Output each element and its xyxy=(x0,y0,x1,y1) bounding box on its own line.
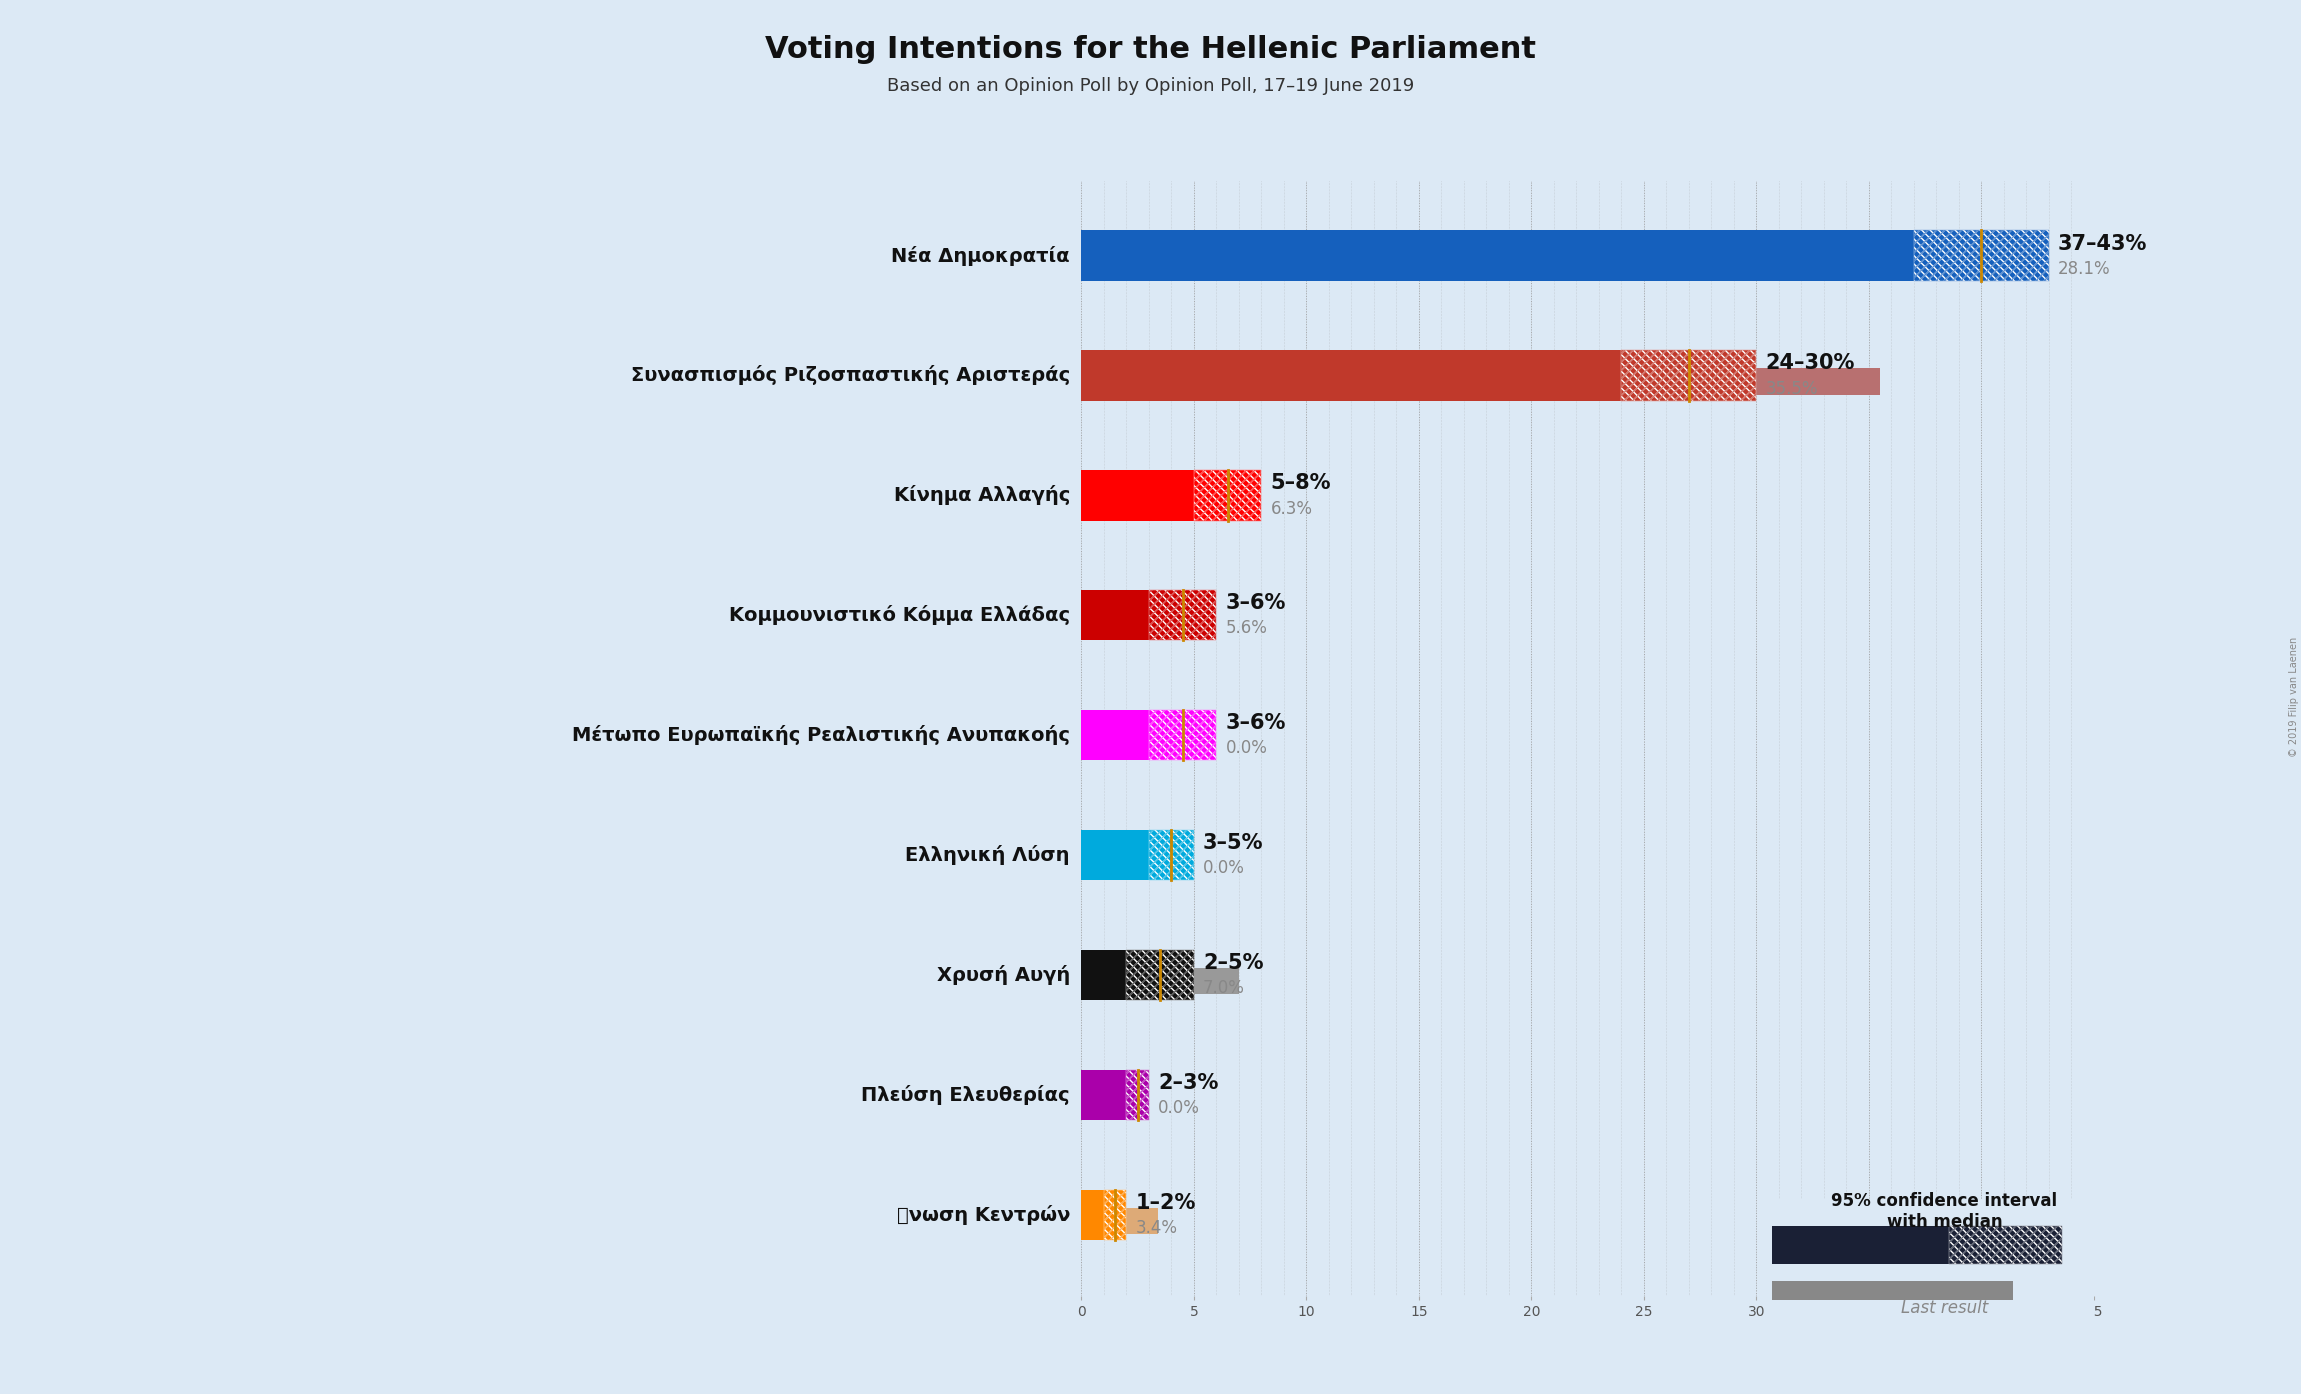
Text: 3–6%: 3–6% xyxy=(1226,714,1286,733)
Text: 28.1%: 28.1% xyxy=(2057,259,2110,277)
Text: © 2019 Filip van Laenen: © 2019 Filip van Laenen xyxy=(2289,637,2299,757)
Bar xyxy=(1148,590,1217,640)
Text: 6.3%: 6.3% xyxy=(1270,499,1312,517)
Bar xyxy=(1127,1069,1148,1121)
Bar xyxy=(1772,1281,2013,1301)
Text: Voting Intentions for the Hellenic Parliament: Voting Intentions for the Hellenic Parli… xyxy=(764,35,1537,64)
Bar xyxy=(1081,967,1238,994)
Bar xyxy=(1081,1069,1127,1121)
Bar xyxy=(1127,949,1194,1001)
Bar xyxy=(1081,488,1224,514)
Text: 0.0%: 0.0% xyxy=(1203,859,1245,877)
Text: Κομμουνιστικό Κόμμα Ελλάδας: Κομμουνιστικό Κόμμα Ελλάδας xyxy=(729,605,1070,626)
Bar xyxy=(1914,230,2048,280)
Text: 95% confidence interval
with median: 95% confidence interval with median xyxy=(1832,1192,2057,1231)
Bar xyxy=(1127,1069,1148,1121)
Text: Συνασπισμός Ριζοσπαστικής Αριστεράς: Συνασπισμός Ριζοσπαστικής Αριστεράς xyxy=(630,365,1070,386)
Text: 35.5%: 35.5% xyxy=(1765,379,1818,397)
Bar xyxy=(1081,470,1194,520)
Text: ΍νωση Κεντρών: ΍νωση Κεντρών xyxy=(897,1204,1070,1225)
Bar xyxy=(1148,710,1217,760)
Bar xyxy=(1081,590,1148,640)
Bar xyxy=(1622,350,1756,400)
Text: 0.0%: 0.0% xyxy=(1157,1098,1199,1117)
Bar xyxy=(1127,949,1194,1001)
Bar xyxy=(1127,1069,1148,1121)
Bar xyxy=(1194,470,1261,520)
Text: 2–3%: 2–3% xyxy=(1157,1073,1217,1093)
Text: 7.0%: 7.0% xyxy=(1203,979,1245,997)
Bar xyxy=(1081,608,1208,634)
Bar xyxy=(1081,1189,1104,1241)
Bar xyxy=(1148,590,1217,640)
Bar xyxy=(1104,1189,1127,1241)
Text: Based on an Opinion Poll by Opinion Poll, 17–19 June 2019: Based on an Opinion Poll by Opinion Poll… xyxy=(886,77,1415,95)
Bar xyxy=(1081,829,1148,881)
Text: 0.0%: 0.0% xyxy=(1226,739,1268,757)
Text: Χρυσή Αυγή: Χρυσή Αυγή xyxy=(937,965,1070,986)
Text: 37–43%: 37–43% xyxy=(2057,234,2147,254)
Text: Μέτωπο Ευρωπαϊκής Ρεαλιστικής Ανυπακοής: Μέτωπο Ευρωπαϊκής Ρεαλιστικής Ανυπακοής xyxy=(573,725,1070,746)
Bar xyxy=(1194,470,1261,520)
Text: 24–30%: 24–30% xyxy=(1765,354,1855,374)
Bar xyxy=(1104,1189,1127,1241)
Bar xyxy=(1914,230,2048,280)
Text: 3.4%: 3.4% xyxy=(1134,1220,1178,1236)
Bar xyxy=(1148,829,1194,881)
Bar xyxy=(1622,350,1756,400)
Bar xyxy=(1949,1227,2062,1263)
Bar xyxy=(1914,230,2048,280)
Bar xyxy=(1148,829,1194,881)
Bar xyxy=(1081,350,1622,400)
Bar xyxy=(1949,1227,2062,1263)
Bar xyxy=(1081,1207,1157,1234)
Bar xyxy=(1081,368,1880,395)
Bar xyxy=(1104,1189,1127,1241)
Text: 1–2%: 1–2% xyxy=(1134,1193,1197,1213)
Bar xyxy=(1148,710,1217,760)
Bar xyxy=(1148,590,1217,640)
Text: Νέα Δημοκρατία: Νέα Δημοκρατία xyxy=(890,245,1070,266)
Bar xyxy=(1194,470,1261,520)
Text: Πλεύση Ελευθερίας: Πλεύση Ελευθερίας xyxy=(861,1085,1070,1105)
Bar xyxy=(1772,1227,1949,1263)
Bar xyxy=(1127,949,1194,1001)
Bar xyxy=(1148,829,1194,881)
Bar xyxy=(1949,1227,2062,1263)
Text: 2–5%: 2–5% xyxy=(1203,953,1263,973)
Bar xyxy=(1148,710,1217,760)
Text: Κίνημα Αλλαγής: Κίνημα Αλλαγής xyxy=(893,485,1070,506)
Text: 3–6%: 3–6% xyxy=(1226,594,1286,613)
Bar xyxy=(1622,350,1756,400)
Text: 3–5%: 3–5% xyxy=(1203,834,1263,853)
Bar xyxy=(1081,230,1914,280)
Bar xyxy=(1081,949,1127,1001)
Bar xyxy=(1081,248,1714,275)
Text: Ελληνική Λύση: Ελληνική Λύση xyxy=(907,845,1070,866)
Text: Last result: Last result xyxy=(1901,1299,1988,1317)
Text: 5–8%: 5–8% xyxy=(1270,474,1330,493)
Text: 5.6%: 5.6% xyxy=(1226,619,1268,637)
Bar xyxy=(1081,710,1148,760)
